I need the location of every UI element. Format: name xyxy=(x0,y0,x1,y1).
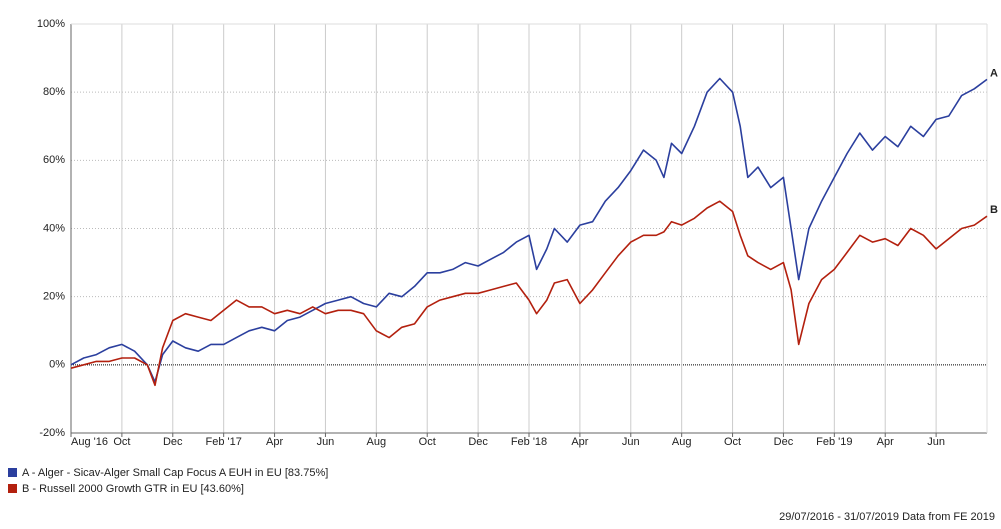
x-tick-label: Apr xyxy=(571,436,588,448)
x-tick-label: Feb '19 xyxy=(816,436,852,448)
legend-label: B - Russell 2000 Growth GTR in EU [43.60… xyxy=(22,483,244,495)
y-tick-label: 40% xyxy=(43,222,65,234)
x-tick-label: Jun xyxy=(622,436,640,448)
x-tick-label: Feb '17 xyxy=(205,436,241,448)
x-tick-label: Apr xyxy=(877,436,894,448)
x-tick-label: Aug '16 xyxy=(71,436,108,448)
x-tick-label: Aug xyxy=(367,436,387,448)
y-tick-label: 20% xyxy=(43,291,65,303)
legend-swatch xyxy=(8,484,17,493)
y-tick-label: 100% xyxy=(37,18,65,30)
x-tick-label: Aug xyxy=(672,436,692,448)
x-tick-label: Dec xyxy=(774,436,794,448)
x-tick-label: Dec xyxy=(468,436,488,448)
x-tick-label: Jun xyxy=(317,436,335,448)
end-label: B xyxy=(990,204,998,216)
series-line xyxy=(70,77,988,383)
legend-swatch xyxy=(8,468,17,477)
y-tick-label: 60% xyxy=(43,154,65,166)
x-tick-label: Oct xyxy=(724,436,741,448)
x-tick-label: Dec xyxy=(163,436,183,448)
y-tick-label: 80% xyxy=(43,86,65,98)
x-tick-label: Apr xyxy=(266,436,283,448)
series-line xyxy=(70,200,988,387)
x-tick-label: Oct xyxy=(419,436,436,448)
footer: 29/07/2016 - 31/07/2019 Data from FE 201… xyxy=(779,511,995,523)
x-tick-label: Feb '18 xyxy=(511,436,547,448)
x-tick-label: Oct xyxy=(113,436,130,448)
y-tick-label: 0% xyxy=(49,359,65,371)
y-tick-label: -20% xyxy=(39,427,65,439)
legend-label: A - Alger - Sicav-Alger Small Cap Focus … xyxy=(22,467,328,479)
x-tick-label: Jun xyxy=(927,436,945,448)
end-label: A xyxy=(990,67,998,79)
